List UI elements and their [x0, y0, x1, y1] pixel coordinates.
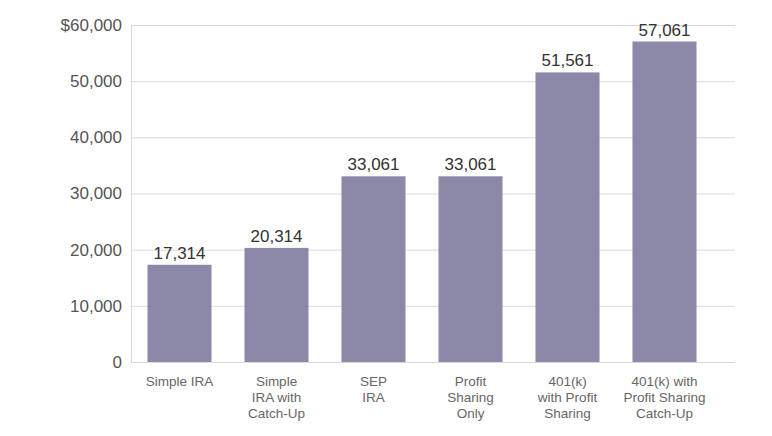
x-tick-label-line: Profit	[455, 374, 487, 389]
bar	[147, 265, 211, 362]
y-tick-label: 20,000	[70, 241, 122, 260]
bar	[438, 176, 502, 362]
x-tick-label: 401(k) withProfit SharingCatch-Up	[624, 374, 706, 421]
x-tick-label: ProfitSharingOnly	[447, 374, 494, 421]
y-tick-label: 0	[113, 353, 122, 372]
chart-container: 0 10,000 20,000 30,000 40,000 50,000 $60,000 Si…	[0, 0, 772, 436]
y-tick-label: 30,000	[70, 184, 122, 203]
x-tick-label: SEPIRA	[360, 374, 387, 405]
y-axis: 0 10,000 20,000 30,000 40,000 50,000 $60,000	[61, 16, 735, 372]
x-axis: Simple IRASimpleIRA withCatch-UpSEPIRAPr…	[132, 362, 714, 421]
x-tick-label: Simple IRA	[146, 374, 214, 389]
x-tick-label-line: 401(k)	[548, 374, 586, 389]
data-label: 57,061	[639, 21, 691, 40]
chart-svg: 0 10,000 20,000 30,000 40,000 50,000 $60,000 Si…	[0, 0, 772, 436]
x-tick-label-line: Simple IRA	[146, 374, 214, 389]
bar	[244, 248, 308, 362]
x-tick-label-line: Sharing	[544, 406, 591, 421]
x-tick-label-line: Catch-Up	[636, 406, 693, 421]
bar	[535, 72, 599, 362]
x-tick-label-line: Profit Sharing	[624, 390, 706, 405]
grid-line	[131, 362, 735, 363]
y-tick-label: 40,000	[70, 128, 122, 147]
data-label: 17,314	[154, 244, 206, 263]
x-tick: Simple IRA	[146, 362, 214, 389]
x-tick: ProfitSharingOnly	[447, 362, 494, 421]
x-tick-label-line: IRA	[362, 390, 385, 405]
x-tick: 401(k)with ProfitSharing	[537, 362, 598, 421]
x-tick-label-line: Catch-Up	[248, 406, 305, 421]
x-tick-label: SimpleIRA withCatch-Up	[248, 374, 305, 421]
x-axis-line	[132, 362, 714, 363]
data-label: 51,561	[542, 51, 594, 70]
x-tick-label-line: 401(k) with	[631, 374, 697, 389]
data-label: 33,061	[348, 155, 400, 174]
data-labels: 17,314 20,314 33,061 33,061 51,561 57,061	[154, 21, 691, 263]
x-tick: SimpleIRA withCatch-Up	[248, 362, 305, 421]
y-tick-label: 50,000	[70, 72, 122, 91]
x-tick-label-line: Sharing	[447, 390, 494, 405]
data-label: 33,061	[445, 155, 497, 174]
x-tick-label: 401(k)with ProfitSharing	[537, 374, 598, 421]
y-tick: $60,000	[61, 16, 735, 35]
bar	[632, 42, 696, 362]
x-tick-label-line: Only	[457, 406, 485, 421]
x-tick: SEPIRA	[360, 362, 387, 405]
bars	[147, 42, 696, 362]
bar	[341, 176, 405, 362]
y-tick-label: 10,000	[70, 297, 122, 316]
x-tick-label-line: SEP	[360, 374, 387, 389]
x-tick: 401(k) withProfit SharingCatch-Up	[624, 362, 706, 421]
x-tick-label-line: with Profit	[537, 390, 598, 405]
y-tick-label: $60,000	[61, 16, 122, 35]
data-label: 20,314	[251, 227, 303, 246]
x-tick-label-line: IRA with	[252, 390, 302, 405]
x-tick-label-line: Simple	[256, 374, 297, 389]
